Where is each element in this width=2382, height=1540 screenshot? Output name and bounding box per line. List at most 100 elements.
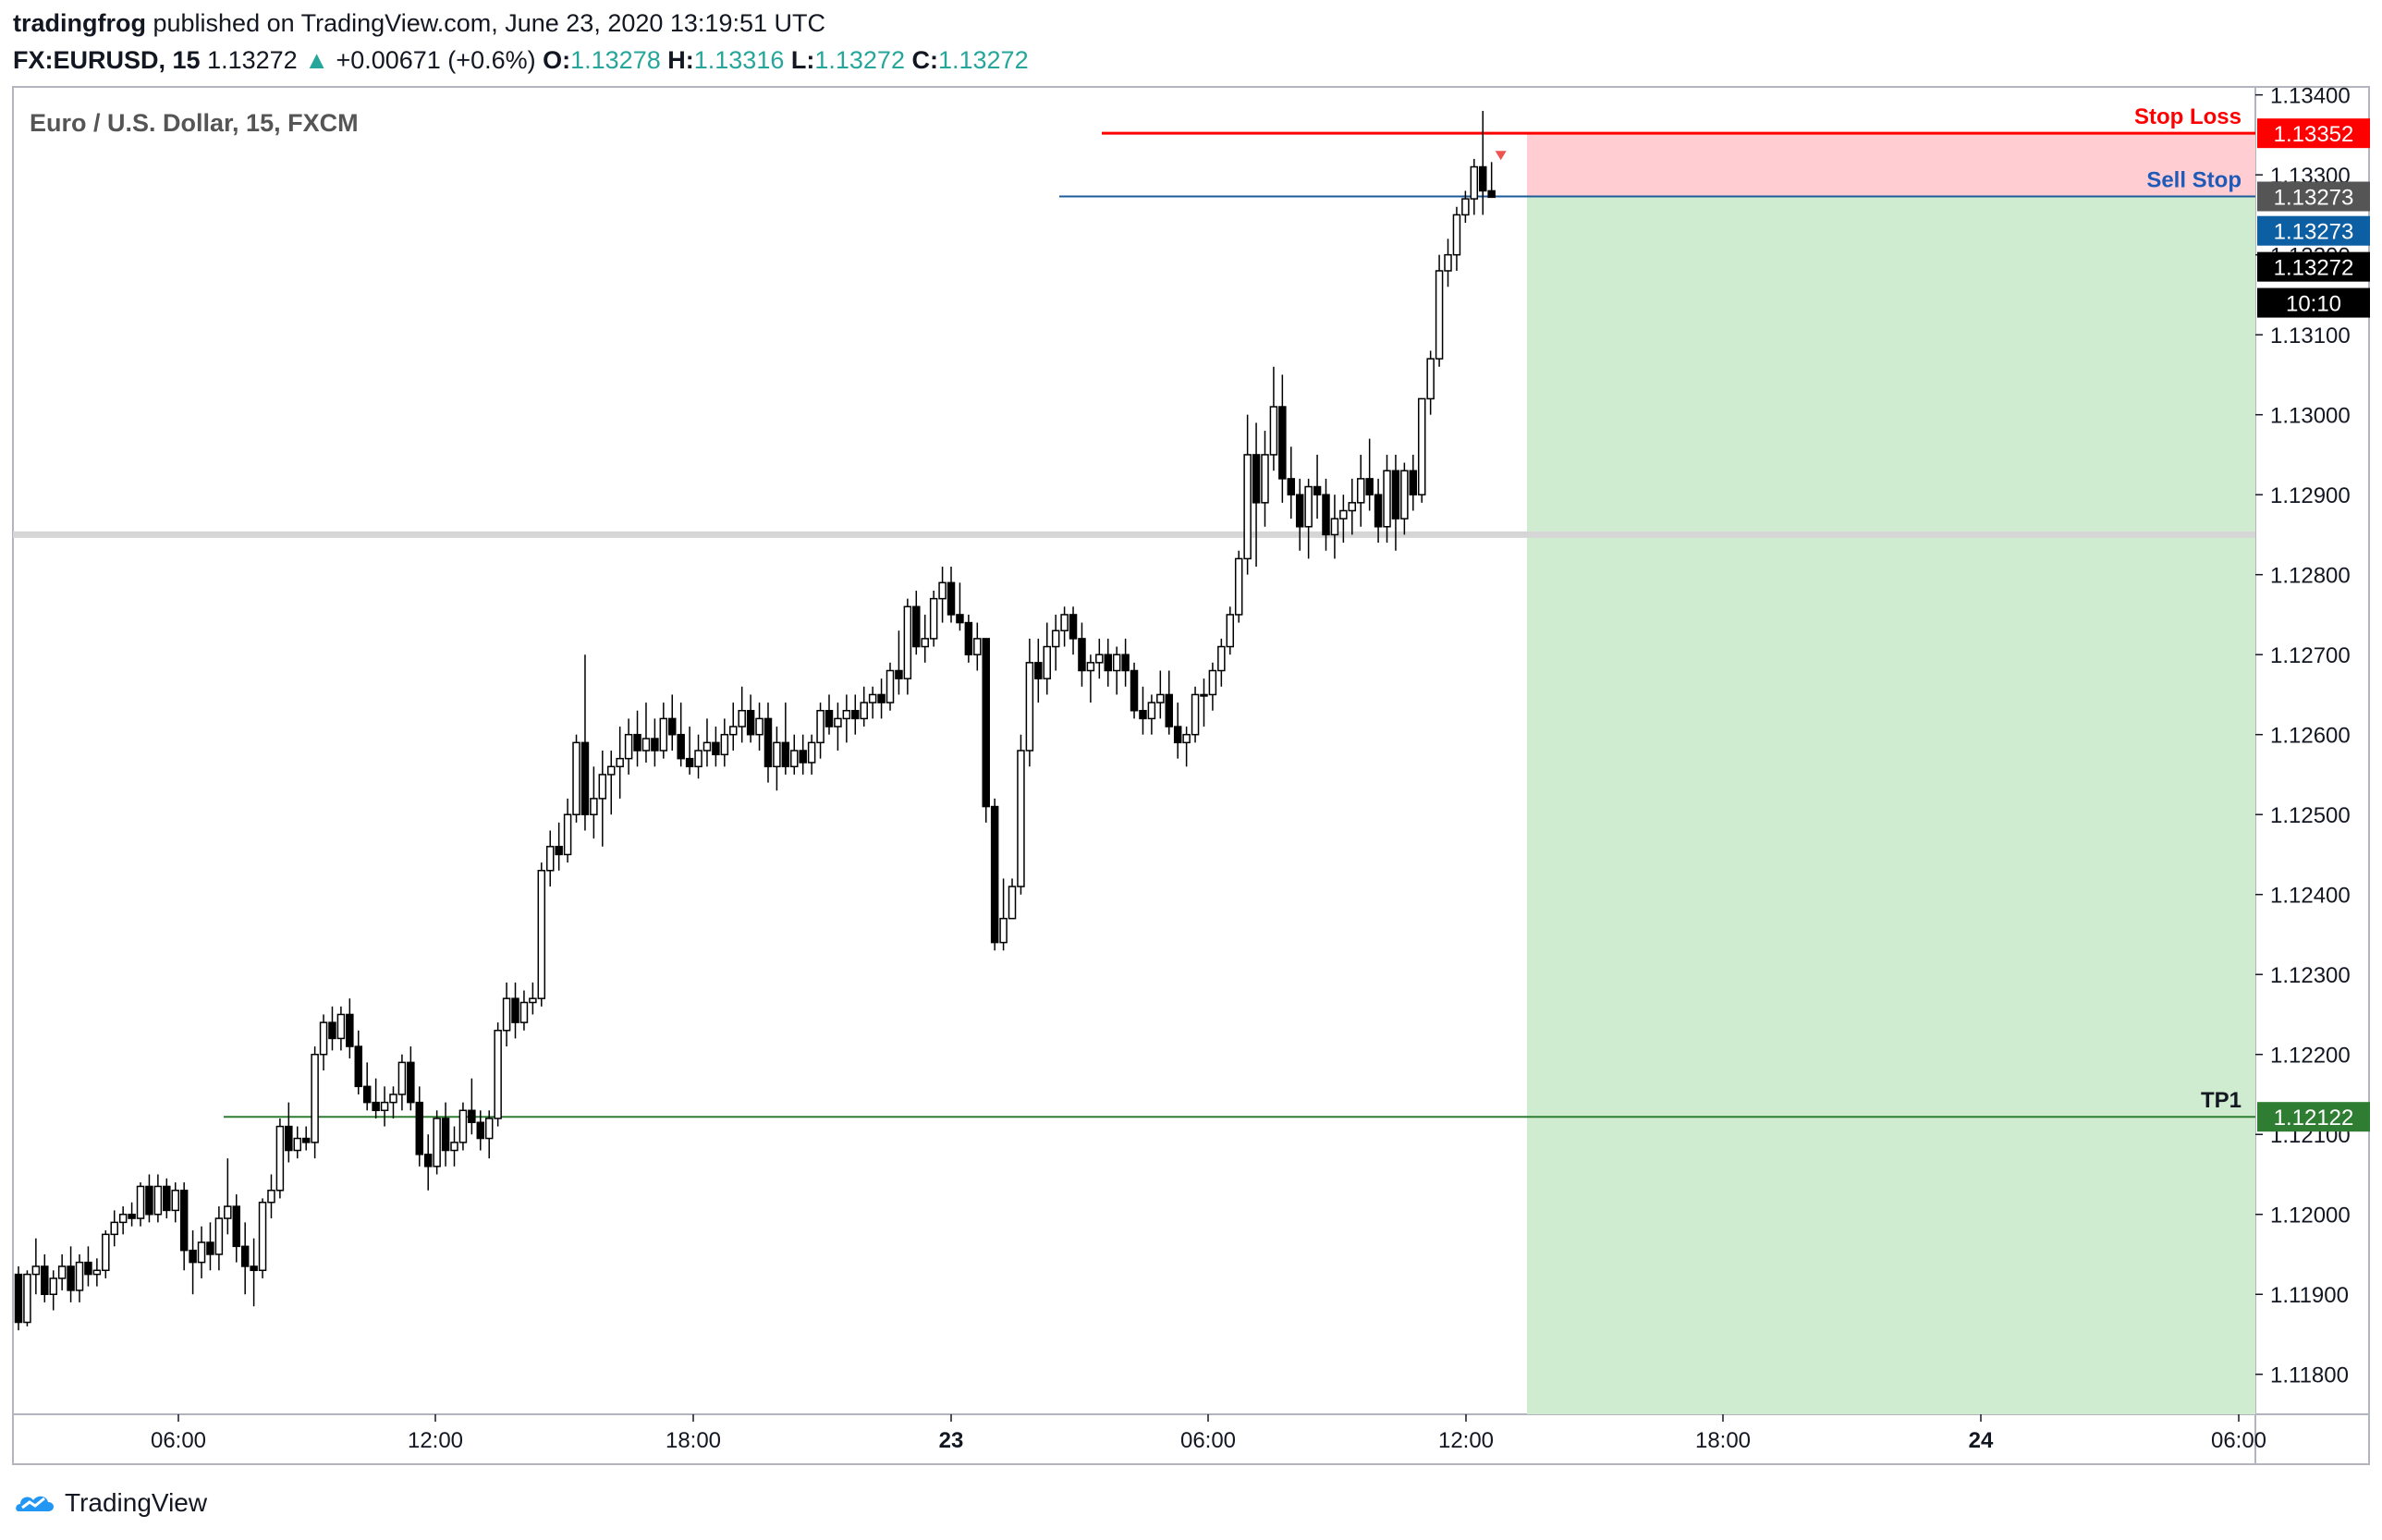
- tradingview-brand[interactable]: TradingView: [13, 1488, 207, 1518]
- candle-body-down: [781, 741, 790, 768]
- candle: [23, 1270, 31, 1326]
- candle-body-up: [267, 1190, 275, 1204]
- candle: [1391, 454, 1400, 551]
- candle-body-up: [720, 733, 729, 756]
- candle-body-down: [651, 738, 659, 752]
- candle: [336, 1006, 346, 1051]
- candle: [590, 766, 598, 839]
- candle-body-up: [311, 1053, 319, 1143]
- axis-price-tag-3-text: 10:10: [2286, 292, 2341, 317]
- axis-price-tag-1: 1.13273: [2257, 215, 2370, 246]
- axis-price-tag-0-text: 1.13273: [2274, 186, 2354, 211]
- candle-body-down: [1365, 478, 1374, 495]
- candle: [1243, 414, 1252, 575]
- candle: [555, 822, 563, 871]
- candle-body-up: [1417, 397, 1426, 495]
- candle: [1278, 374, 1287, 503]
- candle-body-up: [275, 1125, 285, 1192]
- candle: [624, 718, 633, 775]
- candle: [956, 582, 964, 631]
- candle-body-up: [860, 702, 868, 720]
- candle-body-up: [842, 709, 851, 720]
- candle-body-down: [964, 621, 973, 655]
- candle-body-up: [1356, 478, 1365, 504]
- candle: [1417, 397, 1426, 503]
- candle-body-up: [1060, 614, 1069, 631]
- candle-body-down: [912, 605, 921, 648]
- candle-body-up: [1112, 654, 1121, 672]
- candle: [572, 734, 580, 823]
- candle: [14, 1265, 23, 1331]
- candle-body-up: [606, 765, 616, 776]
- candle: [651, 718, 659, 767]
- candle: [729, 703, 738, 751]
- candle: [877, 678, 886, 719]
- candle: [580, 654, 590, 831]
- candle-body-down: [1322, 494, 1330, 536]
- candle-body-up: [153, 1185, 163, 1216]
- candle: [494, 1022, 502, 1127]
- candle: [720, 718, 729, 767]
- candle-body-up: [1191, 693, 1200, 736]
- reward-zone: [1527, 196, 2255, 1414]
- candle-body-up: [929, 597, 938, 640]
- candle-body-down: [476, 1121, 485, 1140]
- candle: [1252, 422, 1261, 568]
- candle: [163, 1178, 171, 1219]
- candle-body-down: [668, 717, 677, 736]
- candle: [92, 1258, 102, 1287]
- y-tick-label: 1.12800: [2270, 564, 2351, 589]
- candle-body-up: [659, 717, 668, 752]
- candle-body-down: [555, 846, 563, 856]
- x-tick-label: 06:00: [151, 1428, 206, 1453]
- candle-body-up: [1234, 557, 1243, 616]
- candle-body-down: [1487, 189, 1496, 199]
- candle-body-up: [624, 733, 633, 760]
- candle: [1017, 734, 1025, 895]
- candle-body-up: [1200, 693, 1208, 697]
- candle-body-up: [921, 638, 929, 648]
- candle-body-down: [354, 1045, 363, 1088]
- y-tick-label: 1.12300: [2270, 963, 2351, 988]
- close-value: 1.13272: [937, 46, 1029, 74]
- candle-body-up: [75, 1261, 84, 1291]
- y-tick-label: 1.13000: [2270, 404, 2351, 429]
- candle-body-up: [458, 1109, 468, 1143]
- candle-body-up: [868, 693, 877, 703]
- candle-body-down: [1391, 470, 1400, 519]
- candle: [476, 1110, 485, 1151]
- candle: [415, 1086, 424, 1167]
- candle-body-up: [118, 1213, 128, 1224]
- candle-body-up: [790, 750, 799, 768]
- author-name[interactable]: tradingfrog: [13, 9, 146, 37]
- candle-body-up: [1008, 886, 1017, 920]
- candle: [1339, 495, 1348, 544]
- candle: [1400, 462, 1409, 535]
- candle-body-down: [1252, 454, 1261, 504]
- x-tick-label: 23: [939, 1428, 964, 1453]
- axis-price-tag-0-bg: [2257, 181, 2370, 212]
- candle-body-up: [110, 1221, 118, 1236]
- candle-body-up: [1182, 733, 1191, 744]
- candle: [781, 703, 790, 775]
- candle-body-up: [1043, 645, 1051, 679]
- low-label: L:: [790, 46, 815, 74]
- candle-body-down: [423, 1154, 433, 1167]
- candle: [1426, 350, 1435, 415]
- candle-body-up: [973, 638, 982, 655]
- candle-body-down: [206, 1241, 214, 1255]
- candle-body-down: [301, 1137, 311, 1143]
- axis-price-tag-2-text: 1.13272: [2274, 256, 2354, 281]
- candle: [1139, 686, 1147, 735]
- candle-body-up: [397, 1061, 407, 1095]
- candle-body-up: [1400, 470, 1409, 519]
- candle-body-up: [773, 741, 781, 768]
- candle: [921, 614, 929, 663]
- candle-body-up: [999, 917, 1008, 944]
- candle: [57, 1253, 67, 1290]
- candle: [1478, 110, 1487, 215]
- candle: [1191, 686, 1200, 743]
- candle: [458, 1102, 468, 1151]
- candle-body-down: [1295, 494, 1304, 528]
